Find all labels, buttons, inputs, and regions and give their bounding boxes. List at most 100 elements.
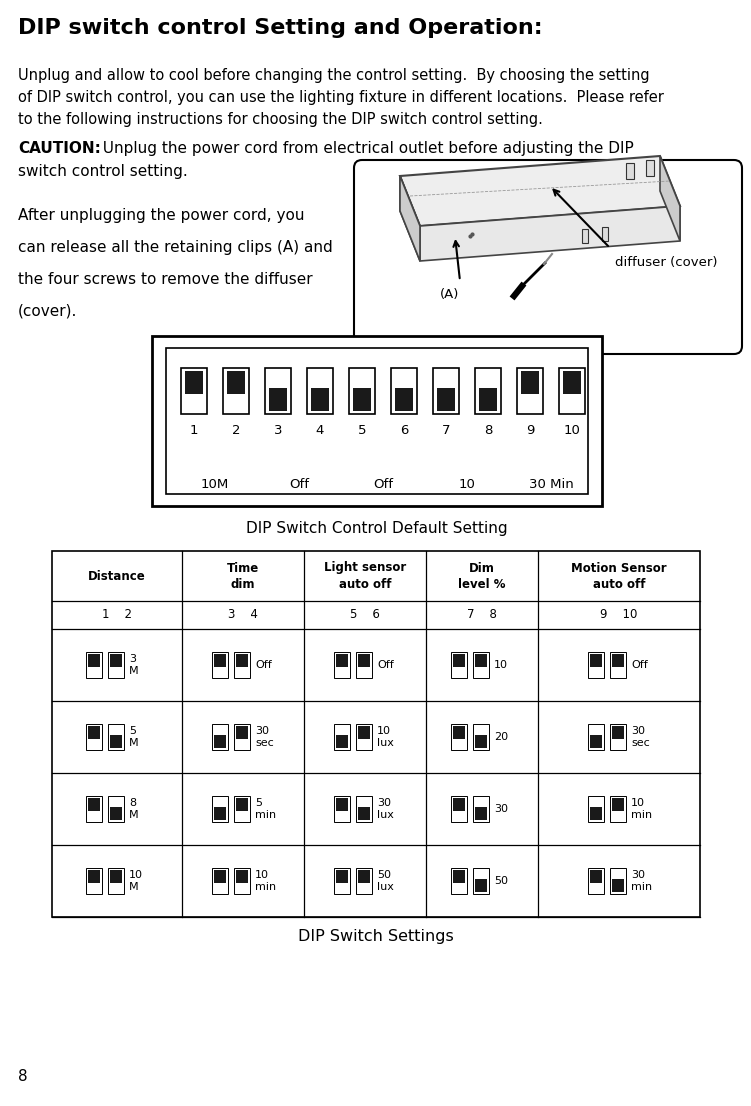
Text: 10
min: 10 min	[631, 799, 652, 820]
Text: 7: 7	[442, 424, 451, 437]
Text: Off: Off	[373, 478, 393, 490]
Bar	[473, 653, 489, 678]
Bar	[356, 653, 372, 678]
Bar	[520, 372, 539, 394]
Bar	[88, 797, 100, 811]
Bar	[358, 807, 369, 821]
Bar	[336, 797, 348, 811]
Bar	[588, 868, 604, 894]
Text: 8: 8	[18, 1070, 28, 1084]
Bar	[610, 653, 626, 678]
Bar	[612, 879, 624, 893]
Bar	[307, 368, 333, 414]
Bar	[336, 869, 348, 883]
Bar	[590, 654, 602, 667]
Bar	[334, 868, 350, 894]
Bar	[394, 388, 413, 410]
Bar	[152, 336, 602, 507]
Text: (A): (A)	[440, 288, 460, 301]
Bar	[212, 796, 228, 822]
Text: 30
sec: 30 sec	[255, 727, 274, 748]
Text: 30 Min: 30 Min	[529, 478, 573, 490]
Bar	[612, 654, 624, 667]
Bar	[590, 807, 602, 821]
Polygon shape	[400, 176, 420, 261]
Bar	[108, 796, 124, 822]
Bar	[358, 869, 369, 883]
Bar	[237, 726, 248, 739]
Bar	[562, 372, 581, 394]
Bar	[110, 807, 122, 821]
Text: Motion Sensor
auto off: Motion Sensor auto off	[572, 562, 667, 591]
Bar	[311, 388, 330, 410]
Text: DIP Switch Control Default Setting: DIP Switch Control Default Setting	[246, 521, 508, 536]
Bar	[349, 368, 375, 414]
Bar	[237, 654, 248, 667]
Bar	[212, 653, 228, 678]
Bar	[214, 735, 226, 748]
Text: Unplug the power cord from electrical outlet before adjusting the DIP: Unplug the power cord from electrical ou…	[93, 140, 634, 156]
FancyBboxPatch shape	[354, 160, 742, 354]
Text: 30: 30	[494, 804, 508, 814]
Bar	[451, 653, 467, 678]
Bar	[269, 388, 288, 410]
Text: Light sensor
auto off: Light sensor auto off	[324, 562, 406, 591]
Text: Off: Off	[631, 660, 648, 670]
Polygon shape	[420, 206, 680, 261]
Polygon shape	[400, 156, 680, 226]
Bar	[86, 724, 102, 750]
Bar	[454, 869, 465, 883]
Bar	[475, 735, 487, 748]
Text: Dim
level %: Dim level %	[458, 562, 505, 591]
Text: diffuser (cover): diffuser (cover)	[615, 255, 717, 269]
Bar	[110, 654, 122, 667]
Text: the four screws to remove the diffuser: the four screws to remove the diffuser	[18, 272, 312, 286]
Bar	[108, 724, 124, 750]
Text: After unplugging the power cord, you: After unplugging the power cord, you	[18, 208, 304, 223]
Text: DIP Switch Settings: DIP Switch Settings	[298, 929, 454, 945]
Bar	[86, 868, 102, 894]
Text: Off: Off	[289, 478, 309, 490]
Text: 3    4: 3 4	[228, 608, 258, 622]
Bar	[227, 372, 246, 394]
Text: 8
M: 8 M	[129, 799, 139, 820]
Text: 9: 9	[526, 424, 534, 437]
Bar	[86, 796, 102, 822]
Bar	[473, 868, 489, 894]
Text: 10: 10	[563, 424, 581, 437]
Bar	[108, 653, 124, 678]
Bar	[110, 735, 122, 748]
Text: 10: 10	[459, 478, 475, 490]
Text: 10M: 10M	[201, 478, 229, 490]
Bar	[610, 868, 626, 894]
Bar	[356, 868, 372, 894]
Bar	[234, 724, 250, 750]
Bar	[88, 869, 100, 883]
Bar	[356, 796, 372, 822]
Bar	[108, 868, 124, 894]
Bar	[358, 654, 369, 667]
Text: 30
lux: 30 lux	[377, 799, 394, 820]
Polygon shape	[400, 176, 420, 261]
Bar	[433, 368, 459, 414]
Text: 20: 20	[494, 732, 508, 742]
Bar	[166, 348, 588, 494]
Bar	[473, 796, 489, 822]
Text: to the following instructions for choosing the DIP switch control setting.: to the following instructions for choosi…	[18, 112, 543, 127]
Text: 1    2: 1 2	[102, 608, 132, 622]
Bar	[475, 879, 487, 893]
Bar	[86, 653, 102, 678]
Bar	[451, 796, 467, 822]
Bar	[612, 797, 624, 811]
Text: 50: 50	[494, 876, 508, 886]
Text: Off: Off	[377, 660, 394, 670]
Bar	[610, 796, 626, 822]
Text: 3: 3	[274, 424, 282, 437]
Text: 30
min: 30 min	[631, 870, 652, 891]
Bar	[454, 797, 465, 811]
Bar	[559, 368, 585, 414]
Bar	[478, 388, 497, 410]
Text: 5
M: 5 M	[129, 727, 139, 748]
Bar	[234, 868, 250, 894]
Text: Unplug and allow to cool before changing the control setting.  By choosing the s: Unplug and allow to cool before changing…	[18, 67, 650, 83]
